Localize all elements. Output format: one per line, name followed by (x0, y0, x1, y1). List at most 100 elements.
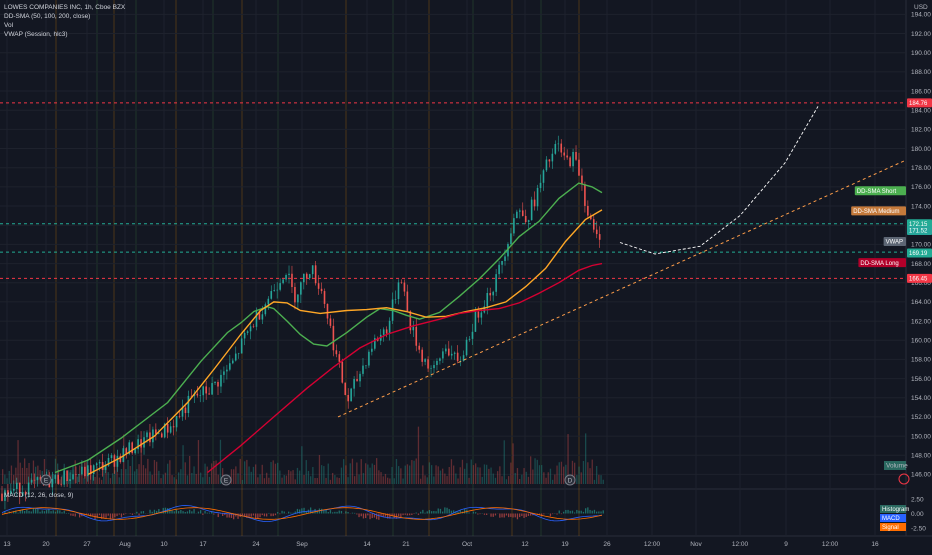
y-tick-label: 158.00 (911, 357, 931, 364)
macd-histogram-bar (490, 514, 491, 517)
volume-bar (160, 478, 161, 484)
macd-histogram-bar (248, 514, 249, 517)
macd-histogram-bar (556, 514, 557, 515)
candle-body (52, 479, 54, 487)
volume-bar (501, 476, 502, 484)
candle-body (93, 465, 95, 474)
y-tick-label: 160.00 (911, 338, 931, 345)
y-tick-label: 194.00 (911, 12, 931, 19)
macd-histogram-bar (299, 509, 300, 513)
macd-histogram-bar (402, 514, 403, 516)
volume-bar (185, 462, 186, 484)
candle-body (436, 361, 438, 365)
level-low: 166.45 (907, 274, 932, 283)
macd-histogram-bar (517, 514, 518, 520)
macd-histogram-bar (587, 507, 588, 513)
macd-histogram-bar (526, 514, 527, 518)
macd-histogram-bar (266, 514, 267, 517)
candle-body (433, 365, 435, 368)
volume-bar (545, 478, 546, 484)
candle-body (478, 312, 480, 318)
candle-body (1, 494, 3, 501)
candle-body (448, 349, 450, 356)
legend-volume: Vol (4, 21, 125, 30)
candle-body (333, 326, 335, 350)
macd-histogram-bar (222, 514, 223, 516)
candle-body (54, 475, 56, 479)
macd-histogram-bar (180, 510, 181, 514)
volume-bar (407, 464, 408, 484)
macd-histogram-bar (336, 512, 337, 514)
macd-histogram-bar (572, 511, 573, 514)
x-tick-label: 19 (561, 541, 569, 548)
macd-histogram-bar (112, 514, 113, 519)
candle-body (262, 314, 264, 319)
macd-histogram-bar (149, 510, 150, 514)
macd-histogram-bar (475, 512, 476, 513)
macd-tag-signal: Signal (880, 523, 906, 531)
volume-bar (255, 464, 256, 484)
macd-histogram-bar (504, 514, 505, 518)
macd-histogram-bar (484, 514, 485, 515)
macd-histogram-bar (435, 511, 436, 513)
candle-body (270, 291, 272, 299)
candle-body (365, 365, 367, 366)
volume-bar (380, 472, 381, 484)
x-tick-label: Sep (296, 541, 308, 548)
macd-histogram-bar (244, 514, 245, 517)
macd-legend: MACD (12, 26, close, 9) (4, 492, 73, 499)
macd-histogram-bar (567, 510, 568, 514)
volume-bar (154, 460, 155, 484)
volume-bar (242, 480, 243, 484)
macd-histogram-bar (372, 514, 373, 519)
volume-bar (134, 471, 135, 484)
volume-bar (132, 456, 133, 484)
volume-bar (235, 466, 236, 484)
volume-bar (156, 462, 157, 484)
macd-histogram-bar (598, 511, 599, 513)
candle-body (268, 299, 270, 305)
volume-bar (552, 480, 553, 484)
macd-histogram-bar (193, 509, 194, 513)
candle-body (442, 351, 444, 358)
volume-bar (277, 463, 278, 484)
macd-histogram-bar (70, 514, 71, 516)
macd-histogram-bar (141, 511, 142, 513)
volume-bar (248, 466, 249, 484)
candle-body (199, 395, 201, 396)
macd-histogram-bar (28, 511, 29, 514)
candle-body (179, 416, 181, 417)
volume-bar (270, 462, 271, 484)
macd-tick-label: -2.50 (911, 525, 926, 532)
macd-histogram-bar (361, 514, 362, 517)
volume-bar (515, 473, 516, 484)
macd-histogram-bar (506, 514, 507, 516)
macd-histogram-bar (39, 512, 40, 514)
candle-body (457, 353, 459, 361)
candle-body (578, 160, 580, 176)
macd-histogram-bar (209, 513, 210, 514)
candle-body (581, 176, 583, 185)
volume-bar (367, 465, 368, 484)
candle-body (312, 265, 314, 274)
macd-histogram-bar (589, 510, 590, 514)
macd-histogram-bar (600, 511, 601, 513)
macd-histogram-bar (33, 508, 34, 514)
candle-body (253, 326, 255, 327)
macd-histogram-bar (264, 514, 265, 517)
x-tick-label: 26 (603, 541, 611, 548)
tag-text: DD-SMA Long (860, 261, 898, 267)
volume-bar (477, 467, 478, 484)
volume-bar (521, 475, 522, 484)
macd-histogram-bar (576, 510, 577, 514)
candle-body (303, 274, 305, 283)
candle-body (424, 359, 426, 362)
volume-bar (68, 470, 69, 484)
volume-bar (506, 479, 507, 484)
macd-histogram-bar (356, 514, 357, 515)
volume-bar (288, 470, 289, 484)
candle-body (170, 426, 172, 432)
macd-histogram-bar (176, 510, 177, 514)
